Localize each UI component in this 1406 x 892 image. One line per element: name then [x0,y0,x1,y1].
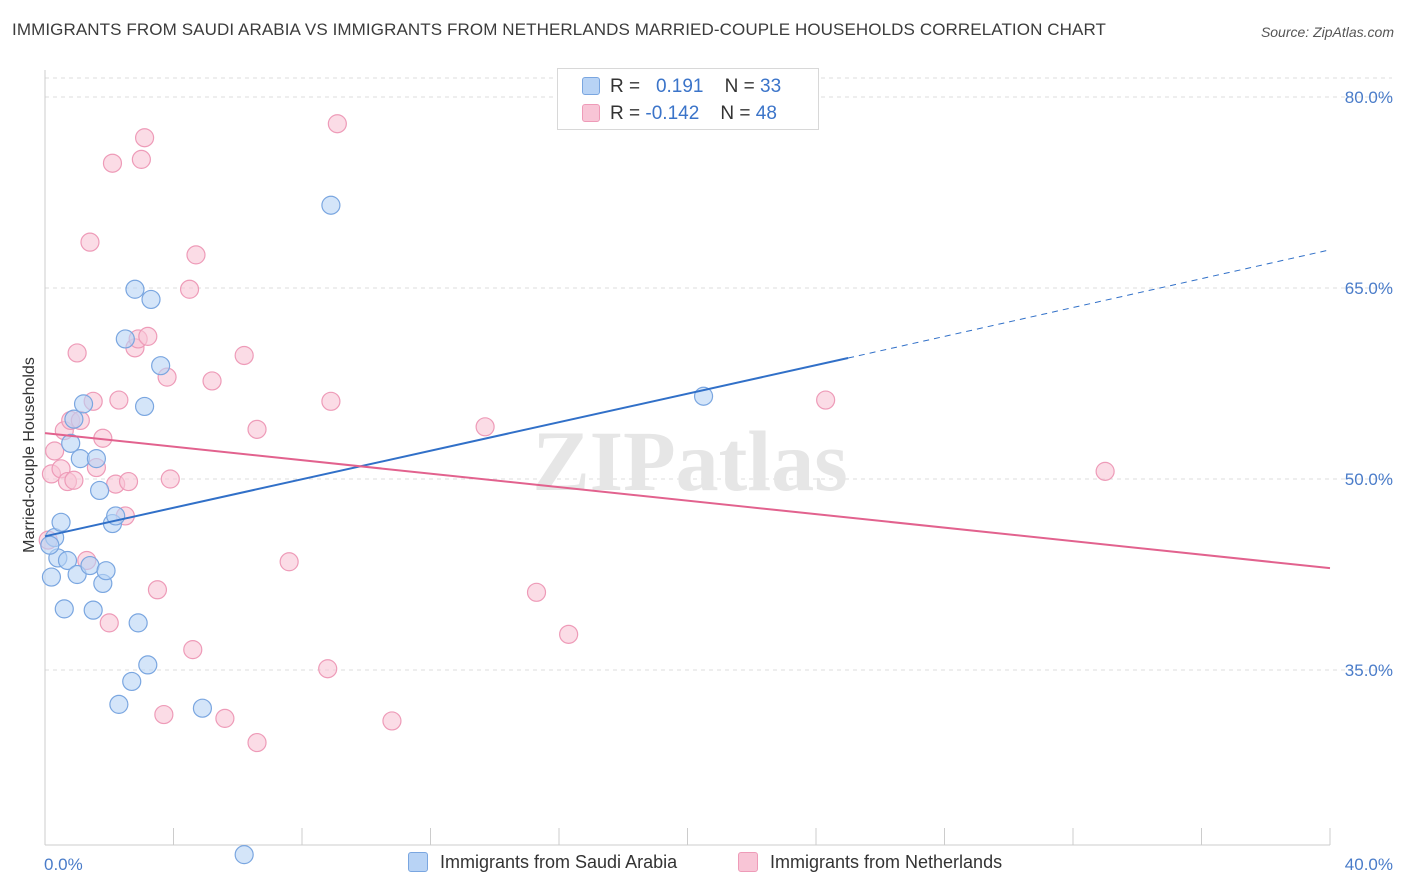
legend-n-value: 33 [760,76,782,97]
netherlands-point [321,391,341,411]
watermark: ZIPatlas [532,413,847,509]
saudi-arabia-point [40,535,60,555]
saudi-arabia-point [41,567,62,587]
x-axis-ticks [44,828,1331,845]
saudi-arabia-point [51,512,71,532]
netherlands-point [160,469,180,489]
saudi-arabia-point [90,480,110,501]
saudi-arabia-point [54,599,74,619]
netherlands-point [526,582,547,602]
netherlands-point [99,613,119,633]
saudi-arabia-point [109,694,129,714]
bottom-legend-swatch-pink [738,852,758,872]
trend-line-netherlands [44,432,1331,570]
legend-n-label: N = [724,76,755,97]
bottom-legend-label: Immigrants from Netherlands [770,852,1003,872]
netherlands-point [134,128,155,148]
saudi-arabia-point [138,655,158,675]
source-credit: Source: ZipAtlas.com [1260,24,1394,40]
saudi-arabia-point [86,449,107,469]
legend-r-label: R = [610,76,641,97]
netherlands-point [147,580,168,600]
bottom-legend-saudi-arabia: Immigrants from Saudi Arabia [408,852,677,873]
saudi-arabia-point [151,356,171,376]
x-tick-label-max: 40.0% [1345,855,1393,874]
netherlands-point [816,390,836,410]
bottom-legend-label: Immigrants from Saudi Arabia [440,852,678,872]
saudi-arabia-point [61,433,81,453]
x-tick-label-min: 0.0% [44,855,83,874]
netherlands-point [179,279,200,299]
saudi-arabia-point [125,279,145,299]
saudi-arabia-point [115,329,135,349]
y-tick-label: 35.0% [1345,661,1393,680]
legend-n-value: 48 [755,103,777,124]
saudi-arabia-point [70,449,90,469]
legend-swatch-blue [582,77,600,95]
saudi-arabia-point [128,613,148,633]
netherlands-point [154,704,174,725]
netherlands-point [64,470,84,490]
legend-r-label: R = [610,103,641,124]
gridlines [45,77,1392,671]
saudi-arabia-point [73,394,94,414]
chart-title: IMMIGRANTS FROM SAUDI ARABIA VS IMMIGRAN… [12,20,1107,39]
netherlands-point [327,114,347,134]
netherlands-point [138,326,158,346]
netherlands-point [80,232,100,252]
legend-r-value: 0.191 [655,76,704,97]
trend-lines [44,249,1331,570]
y-tick-labels: 35.0% 50.0% 65.0% 80.0% [1345,88,1393,680]
netherlands-point [118,471,139,492]
saudi-arabia-point [80,555,100,576]
y-tick-label: 65.0% [1345,279,1393,298]
legend-row-saudi-arabia: R = 0.191 N = 33 [582,76,781,100]
saudi-arabia-point [134,396,155,417]
netherlands-point [475,417,495,437]
bottom-legend-swatch-blue [408,852,428,872]
saudi-arabia-point [83,600,103,620]
netherlands-point [215,708,235,728]
netherlands-point [131,149,151,169]
y-axis-label: Married-couple Households [21,357,38,553]
netherlands-point [67,343,87,363]
series-saudi-arabia-points [40,195,714,865]
netherlands-point [102,153,123,173]
netherlands-point [1095,461,1115,481]
trend-line-saudi-arabia-extension [848,249,1331,359]
legend-r-value: -0.142 [645,103,700,124]
netherlands-point [247,732,267,753]
legend-row-netherlands: R = -0.142 N = 48 [582,103,777,127]
saudi-arabia-point [64,409,84,429]
saudi-arabia-point [96,561,116,581]
netherlands-point [279,552,299,572]
y-tick-label: 80.0% [1345,88,1393,107]
saudi-arabia-point [192,698,213,718]
legend-swatch-pink [582,104,600,122]
netherlands-point [382,711,402,731]
netherlands-point [202,371,222,391]
saudi-arabia-point [122,671,142,692]
saudi-arabia-point [141,289,161,310]
bottom-legend-netherlands: Immigrants from Netherlands [738,852,1002,873]
netherlands-point [109,390,129,410]
netherlands-point [186,245,206,265]
correlation-legend: R = 0.191 N = 33 R = -0.142 N = 48 [557,68,819,130]
y-tick-label: 50.0% [1345,470,1393,489]
saudi-arabia-point [234,845,254,865]
netherlands-point [234,345,254,366]
legend-n-label: N = [720,103,751,124]
netherlands-point [318,659,338,679]
netherlands-point [247,419,267,439]
trend-line-saudi-arabia [44,357,849,538]
saudi-arabia-point [57,550,78,571]
netherlands-point [559,624,579,644]
saudi-arabia-point [321,195,341,215]
netherlands-point [183,640,203,660]
netherlands-point [45,441,65,461]
